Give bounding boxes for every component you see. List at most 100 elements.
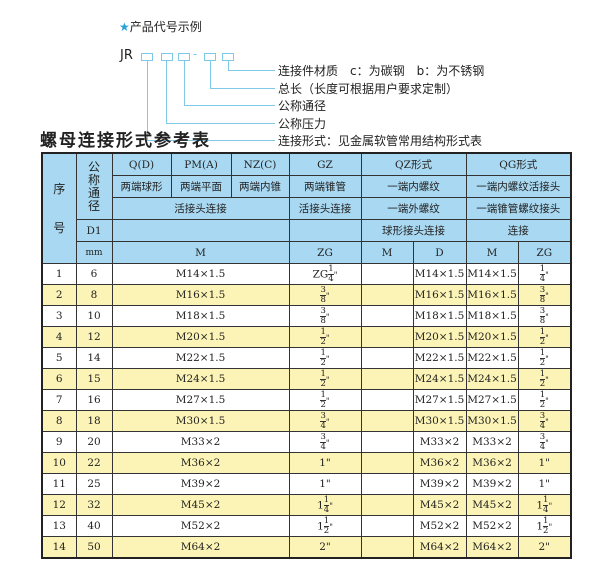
qg-m: M24×1.5 [465,368,519,390]
qz-m [360,368,414,390]
table-row: 10 22 M36×2 1" M36×2 M36×2 1" [41,452,572,474]
row-number: 4 [41,326,77,348]
table-row: 8 18 M30×1.5 3 4 " M30×1.5 M30×1.5 3 4 " [41,410,572,432]
qz-d: M33×2 [412,431,467,453]
header-cell: D [412,241,467,264]
table-row: 11 25 M39×2 1" M39×2 M39×2 1" [41,473,572,495]
row-number: 14 [41,536,77,559]
desc-diameter: 公称通径 [278,99,327,113]
qz-m [360,473,414,495]
row-number: 11 [41,473,77,495]
qz-d: M39×2 [412,473,467,495]
thread-m: M18×1.5 [111,305,290,327]
nominal-diameter: 6 [75,263,113,285]
nominal-diameter: 40 [75,515,113,537]
header-cell: 一端内螺纹 [360,175,467,198]
thread-m: M22×1.5 [111,347,290,369]
qg-zg: 3 4 " [517,410,572,432]
qg-m: M45×2 [465,494,519,516]
row-number: 10 [41,452,77,474]
qz-d: M30×1.5 [412,410,467,432]
header-cell: 两端内锥 [230,175,290,198]
header-cell: 活接头连接 [288,197,362,220]
qz-m [360,263,414,285]
qg-m: M20×1.5 [465,326,519,348]
table-row: 9 20 M33×2 3 4 " M33×2 M33×2 3 4 " [41,431,572,453]
header-cell: M [111,241,290,264]
nominal-diameter: 10 [75,305,113,327]
header-qg: QG形式 [465,152,572,176]
header-cell: ZG [517,241,572,264]
nominal-diameter: 14 [75,347,113,369]
row-number: 1 [41,263,77,285]
row-number: 7 [41,389,77,411]
nominal-diameter: 50 [75,536,113,559]
qz-m [360,347,414,369]
table-row: 6 15 M24×1.5 1 2 " M24×1.5 M24×1.5 1 2 " [41,368,572,390]
qz-d: M22×1.5 [412,347,467,369]
qz-d: M45×2 [412,494,467,516]
row-number: 5 [41,347,77,369]
table-row: 4 12 M20×1.5 1 2 " M20×1.5 M20×1.5 1 2 " [41,326,572,348]
header-gz: GZ [288,152,362,176]
qg-m: M16×1.5 [465,284,519,306]
qg-zg: 1 2 " [517,368,572,390]
gz-zg: ZG 1 4 " [288,263,362,285]
qg-m: M33×2 [465,431,519,453]
qg-zg: 1" [517,452,572,474]
thread-m: M30×1.5 [111,410,290,432]
code-dash: - [193,47,198,61]
thread-m: M45×2 [111,494,290,516]
nominal-diameter: 22 [75,452,113,474]
qg-zg: 1 2 " [517,389,572,411]
header-cell: ZG [288,241,362,264]
gz-zg: 2" [288,536,362,559]
qz-d: M27×1.5 [412,389,467,411]
gz-zg: 1 1 4 " [288,494,362,516]
code-slot-2 [161,53,173,61]
code-slot-5 [222,53,234,61]
header-cell: 一端锥管螺纹接头 [465,197,572,220]
header-cell: 活接头连接 [111,197,290,220]
header-seq: 序号 [41,152,77,264]
table-row: 3 10 M18×1.5 3 8 " M18×1.5 M18×1.5 3 8 " [41,305,572,327]
nominal-diameter: 12 [75,326,113,348]
thread-m: M36×2 [111,452,290,474]
header-cell: 连接 [465,219,572,242]
qz-d: M16×1.5 [412,284,467,306]
nominal-diameter: 25 [75,473,113,495]
desc-material: 连接件材质 c：为碳钢 b：为不锈钢 [278,64,485,78]
header-cell: M [360,241,414,264]
header-cell: 两端平面 [170,175,232,198]
code-slot-1 [141,53,153,61]
nominal-diameter: 32 [75,494,113,516]
nominal-diameter: 16 [75,389,113,411]
table-row: 5 14 M22×1.5 1 2 " M22×1.5 M22×1.5 1 2 " [41,347,572,369]
row-number: 8 [41,410,77,432]
qz-m [360,305,414,327]
header-dn: 公称通径 [75,152,113,220]
qg-m: M52×2 [465,515,519,537]
qz-m [360,494,414,516]
code-slot-4 [204,53,216,61]
gz-zg: 3 4 " [288,410,362,432]
qg-m: M30×1.5 [465,410,519,432]
qg-zg: 1 1 4 " [517,494,572,516]
header-q: Q(D) [111,152,172,176]
table-row: 7 16 M27×1.5 1 2 " M27×1.5 M27×1.5 1 2 " [41,389,572,411]
qg-m: M22×1.5 [465,347,519,369]
gz-zg: 1" [288,452,362,474]
thread-m: M33×2 [111,431,290,453]
qg-m: M14×1.5 [465,263,519,285]
thread-m: M39×2 [111,473,290,495]
header-cell: 一端内螺纹活接头 [465,175,572,198]
thread-m: M64×2 [111,536,290,559]
gz-zg: 1 2 " [288,326,362,348]
header-qz: QZ形式 [360,152,467,176]
row-number: 2 [41,284,77,306]
qz-d: M18×1.5 [412,305,467,327]
header-nz: NZ(C) [230,152,290,176]
row-number: 9 [41,431,77,453]
gz-zg: 3 8 " [288,305,362,327]
thread-m: M20×1.5 [111,326,290,348]
